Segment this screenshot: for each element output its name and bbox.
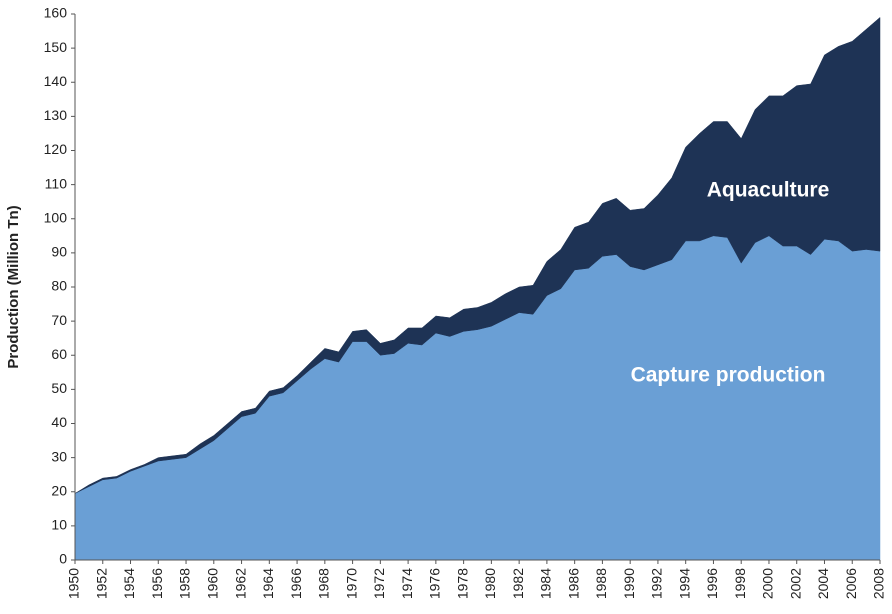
x-tick-label: 1992 [649, 568, 665, 599]
x-tick-label: 1954 [121, 568, 137, 599]
x-tick-label: 1982 [510, 568, 526, 599]
y-tick-label: 90 [51, 244, 67, 260]
x-tick-label: 1968 [316, 568, 332, 599]
y-tick-label: 40 [51, 414, 67, 430]
x-tick-label: 1978 [454, 568, 470, 599]
x-tick-label: 2000 [760, 568, 776, 599]
y-tick-label: 80 [51, 278, 67, 294]
y-tick-label: 140 [44, 73, 68, 89]
area [74, 235, 881, 561]
y-tick-label: 10 [51, 517, 67, 533]
x-tick-label: 1964 [260, 568, 276, 599]
x-tick-label: 1958 [177, 568, 193, 599]
x-tick-label: 2002 [787, 568, 803, 599]
y-axis-label: Production (Million Tn) [5, 205, 22, 368]
x-tick-label: 2006 [843, 568, 859, 599]
y-tick-label: 0 [59, 551, 67, 567]
y-tick-label: 110 [45, 175, 68, 191]
y-tick-label: 50 [51, 380, 67, 396]
x-tick-label: 1950 [66, 568, 82, 599]
x-tick-label: 1988 [593, 568, 609, 599]
x-tick-label: 1966 [288, 568, 304, 599]
y-tick-label: 30 [51, 448, 67, 464]
y-tick-label: 160 [44, 5, 68, 21]
x-tick-label: 1994 [676, 568, 692, 599]
area [74, 16, 881, 494]
y-tick-label: 100 [44, 209, 68, 225]
y-tick-label: 70 [51, 312, 67, 328]
x-tick-label: 1962 [232, 568, 248, 599]
annotation: Aquaculture [707, 179, 830, 202]
x-tick-label: 1956 [149, 568, 165, 599]
y-tick-label: 20 [51, 482, 67, 498]
x-tick-label: 1984 [538, 568, 554, 599]
y-tick-label: 120 [44, 141, 68, 157]
x-tick-label: 2008 [871, 568, 887, 599]
y-tick-label: 130 [44, 107, 68, 123]
x-tick-label: 1986 [565, 568, 581, 599]
x-tick-label: 2004 [815, 568, 831, 599]
x-tick-label: 1974 [399, 568, 415, 599]
x-tick-label: 1976 [427, 568, 443, 599]
x-tick-label: 1996 [704, 568, 720, 599]
x-tick-label: 1960 [204, 568, 220, 599]
x-tick-label: 1990 [621, 568, 637, 599]
annotation: Capture production [631, 364, 826, 387]
x-tick-label: 1972 [371, 568, 387, 599]
y-tick-label: 60 [51, 346, 67, 362]
x-tick-label: 1998 [732, 568, 748, 599]
x-tick-label: 1980 [482, 568, 498, 599]
x-tick-label: 1952 [93, 568, 109, 599]
x-tick-label: 1970 [343, 568, 359, 599]
y-tick-label: 150 [44, 39, 68, 55]
